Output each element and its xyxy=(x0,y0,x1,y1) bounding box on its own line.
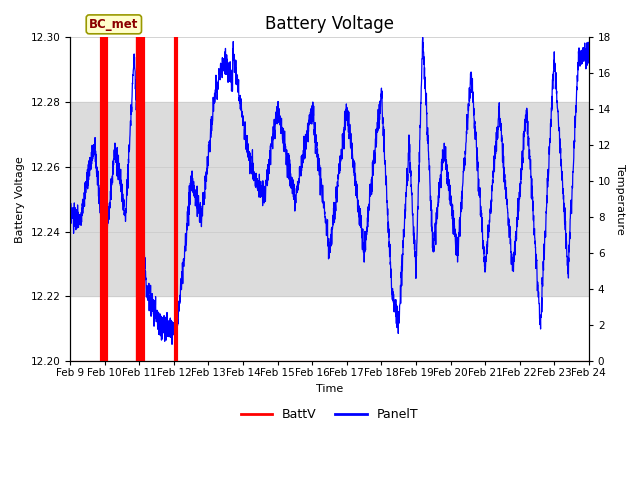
X-axis label: Time: Time xyxy=(316,384,343,394)
Y-axis label: Battery Voltage: Battery Voltage xyxy=(15,156,25,242)
Bar xyxy=(70,102,589,296)
Text: BC_met: BC_met xyxy=(89,18,138,31)
Legend: BattV, PanelT: BattV, PanelT xyxy=(236,403,423,426)
Title: Battery Voltage: Battery Voltage xyxy=(265,15,394,33)
Y-axis label: Temperature: Temperature xyxy=(615,164,625,235)
